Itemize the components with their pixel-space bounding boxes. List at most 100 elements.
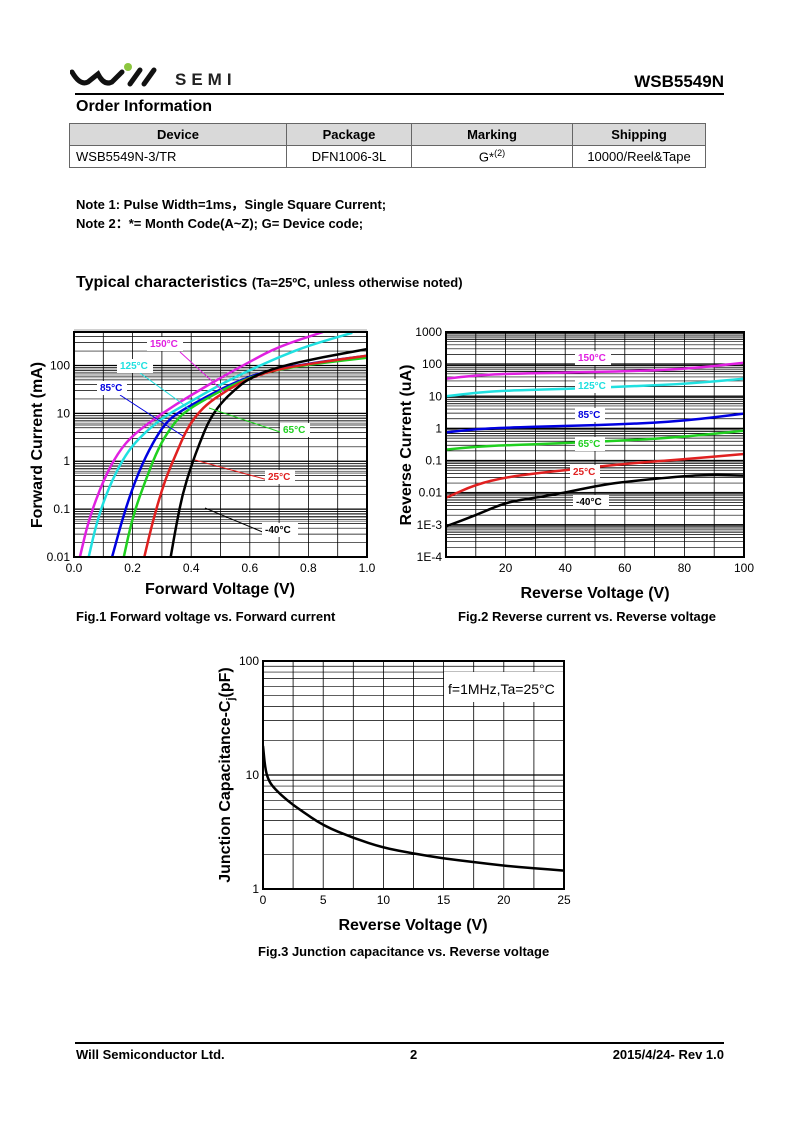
- fig2-series-label-125-label: 125°C: [578, 381, 606, 392]
- fig3-y-label-main: Junction Capacitance-C: [217, 700, 234, 883]
- typical-title: Typical characteristics: [76, 274, 248, 291]
- fig2-series: [446, 361, 744, 528]
- fig2-y-tick-label: 1E-3: [417, 518, 443, 532]
- column-header: Package: [286, 123, 412, 146]
- fig2-x-tick-label: 20: [499, 561, 513, 575]
- fig2-series-label-65-label: 65°C: [578, 439, 600, 450]
- fig1-x-tick-label: 1.0: [359, 561, 376, 575]
- fig2-series-line-5: [446, 473, 744, 528]
- fig1-series-label--40-label: -40°C: [265, 525, 291, 536]
- fig1-y-tick-label: 10: [57, 406, 71, 420]
- fig3-annotation-bg: [444, 672, 564, 702]
- fig1-label-bg: [147, 337, 183, 351]
- fig1-y-ticks: 0.01 0.1 1 10 100: [47, 358, 71, 564]
- fig3-x-tick-label: 10: [377, 893, 391, 907]
- fig2-series-line-3: [446, 429, 744, 451]
- fig1-series-line-0: [78, 332, 324, 557]
- fig3-y-label-sub: j: [225, 697, 237, 701]
- fig3-x-label: Reverse Voltage (V): [338, 917, 487, 934]
- fig2-series-line-4: [446, 452, 744, 499]
- fig1-label-pointer: [194, 459, 269, 481]
- fig1-series-line-4: [143, 354, 367, 557]
- fig1-x-tick-label: 0.0: [66, 561, 83, 575]
- fig1-y-label: Forward Current (mA): [29, 362, 46, 528]
- company-logo: SEMI: [69, 62, 260, 92]
- fig1-series-line-1: [87, 332, 353, 557]
- typical-condition: (Ta=25ºC, unless otherwise noted): [251, 275, 463, 290]
- fig1-label-bg: [117, 359, 153, 373]
- fig1-series-line-5: [169, 347, 367, 557]
- fig2-label-bg: [575, 379, 611, 393]
- fig1-x-tick-label: 0.4: [183, 561, 200, 575]
- fig1-series-label-25-label: 25°C: [268, 472, 290, 483]
- fig2-series-line-0: [446, 361, 744, 381]
- fig3-series: [263, 745, 564, 872]
- fig3-caption: Fig.3 Junction capacitance vs. Reverse v…: [258, 944, 550, 959]
- fig1-x-ticks: 0.0 0.2 0.4 0.6 0.8 1.0: [66, 561, 376, 575]
- fig3-y-tick-label: 100: [239, 654, 259, 668]
- fig2-y-label: Reverse Current (uA): [398, 365, 415, 526]
- typical-characteristics-title: Typical characteristics (Ta=25ºC, unless…: [76, 274, 463, 292]
- fig1-caption: Fig.1 Forward voltage vs. Forward curren…: [76, 609, 336, 624]
- fig3-annotation: f=1MHz,Ta=25°C: [448, 681, 555, 697]
- fig2-series-line-1: [446, 377, 744, 398]
- fig2-y-tick-label: 0.1: [425, 454, 442, 468]
- fig3-series-line-0: [263, 745, 564, 872]
- note-1: Note 1: Pulse Width=1ms，Single Square Cu…: [76, 197, 387, 212]
- fig2-label-bg: [575, 408, 605, 422]
- fig3-y-label-suffix: (pF): [217, 667, 234, 697]
- fig2-y-tick-label: 10: [429, 389, 443, 403]
- fig1-label-pointer: [204, 507, 266, 534]
- footer-revision: 2015/4/24- Rev 1.0: [612, 1047, 724, 1062]
- column-header: Shipping: [572, 123, 706, 146]
- fig2-y-tick-label: 0.01: [419, 486, 443, 500]
- fig2-series-labels: 150°C 125°C 85°C 65°C 25°C -40°C: [570, 351, 611, 509]
- fig2-label-bg: [575, 437, 605, 451]
- fig2-x-tick-label: 40: [559, 561, 573, 575]
- fig2-plot-frame: [445, 331, 745, 558]
- header-divider: [75, 93, 724, 95]
- fig3-y-tick-label: 1: [252, 882, 259, 896]
- logo-text: SEMI: [175, 70, 237, 89]
- marking-footnote: (2): [494, 148, 506, 159]
- fig1-label-bg: [265, 470, 295, 484]
- fig2-label-bg: [570, 465, 600, 479]
- fig1-x-tick-label: 0.2: [124, 561, 141, 575]
- fig3-x-tick-label: 5: [320, 893, 327, 907]
- fig1-label-pointer: [179, 351, 225, 393]
- order-info-title: Order Information: [76, 98, 213, 115]
- fig1-label-bg: [262, 523, 298, 537]
- fig2-x-ticks: 20 40 60 80 100: [499, 561, 754, 575]
- marking-cell: G*(2): [411, 145, 573, 168]
- fig1-x-label: Forward Voltage (V): [145, 581, 295, 598]
- fig1-series-label-65-label: 65°C: [283, 425, 305, 436]
- table-header-row: Device Package Marking Shipping: [69, 123, 706, 146]
- fig2-label-bg: [575, 351, 611, 365]
- fig1-label-pointer: [208, 407, 284, 434]
- column-header: Marking: [411, 123, 573, 146]
- fig2-series-line-2: [446, 412, 744, 434]
- fig2-caption: Fig.2 Reverse current vs. Reverse voltag…: [458, 609, 716, 624]
- footer-company: Will Semiconductor Ltd.: [76, 1047, 225, 1062]
- fig2-series-label-25-label: 25°C: [573, 467, 595, 478]
- fig2-label-bg: [573, 495, 609, 509]
- fig2-x-label: Reverse Voltage (V): [520, 585, 669, 602]
- fig3-x-tick-label: 15: [437, 893, 451, 907]
- fig2-series-label--40-label: -40°C: [576, 497, 602, 508]
- fig3-x-tick-label: 25: [557, 893, 571, 907]
- fig1-series-label-85-label: 85°C: [100, 383, 122, 394]
- table-row: WSB5549N-3/TR DFN1006-3L G*(2) 10000/Ree…: [69, 145, 706, 168]
- part-number: WSB5549N: [634, 72, 724, 91]
- fig1-label-bg: [97, 381, 127, 395]
- fig1-plot-frame: [73, 331, 368, 558]
- footer-page-number: 2: [410, 1047, 418, 1062]
- fig2-series-label-150-label: 150°C: [578, 353, 606, 364]
- fig3-y-tick-label: 10: [246, 768, 260, 782]
- fig1-x-tick-label: 0.8: [300, 561, 317, 575]
- note-2: Note 2：*= Month Code(A~Z); G= Device cod…: [76, 216, 364, 231]
- fig2-x-tick-label: 80: [678, 561, 692, 575]
- will-logo-icon: [69, 63, 157, 87]
